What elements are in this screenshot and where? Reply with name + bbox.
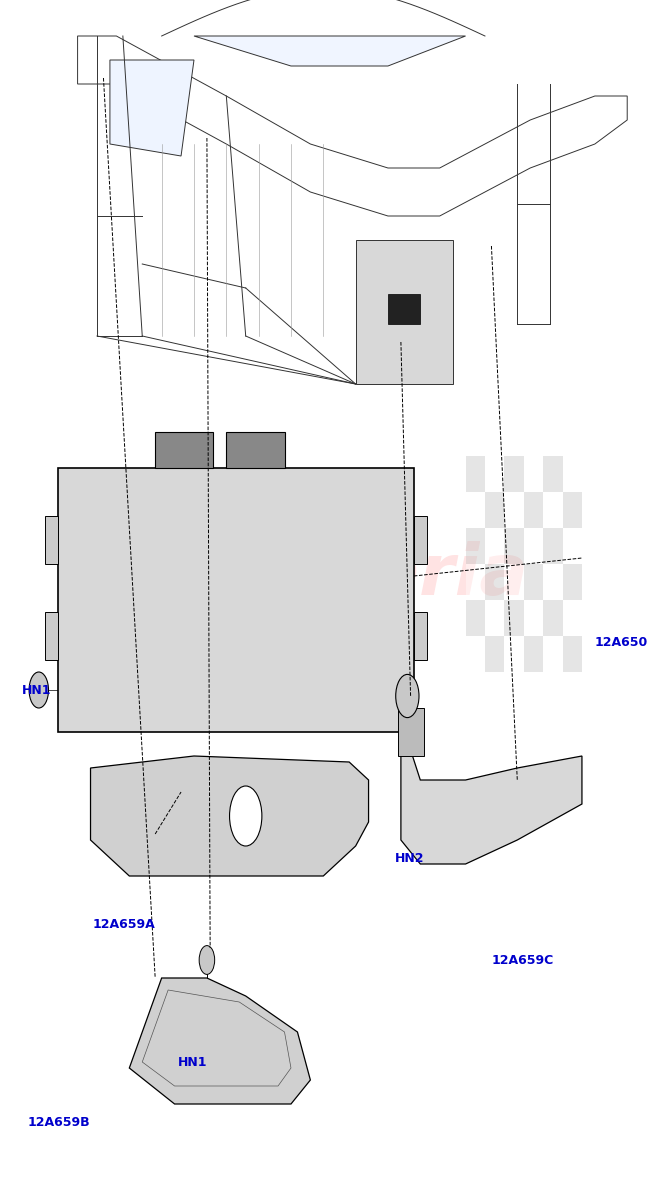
Bar [485,636,504,672]
Bar [465,636,485,672]
Bar [524,564,543,600]
Polygon shape [194,36,465,66]
Bar [504,600,524,636]
Bar [563,528,582,564]
Bar [524,492,543,528]
Bar [465,528,485,564]
Bar [504,492,524,528]
Bar [485,600,504,636]
Bar [485,564,504,600]
Bar [543,564,563,600]
Bar [543,528,563,564]
Bar [397,708,424,756]
Bar [563,600,582,636]
Text: 12A650: 12A650 [595,636,648,648]
Circle shape [29,672,49,708]
Polygon shape [129,978,310,1104]
Polygon shape [110,60,194,156]
Bar [485,456,504,492]
Bar [524,600,543,636]
Polygon shape [90,756,368,876]
Circle shape [229,786,262,846]
Bar [524,456,543,492]
Bar [543,456,563,492]
Text: 12A659C: 12A659C [492,954,554,966]
Bar [485,492,504,528]
Bar [563,492,582,528]
Text: HN1: HN1 [22,684,51,696]
Bar [524,636,543,672]
FancyBboxPatch shape [58,468,414,732]
Bar [485,528,504,564]
Bar [414,516,427,564]
Circle shape [395,674,419,718]
Bar [504,636,524,672]
Polygon shape [401,720,582,864]
Text: HN2: HN2 [395,852,424,864]
Bar [504,564,524,600]
Polygon shape [356,240,453,384]
Bar [465,456,485,492]
Bar [414,612,427,660]
Bar [465,600,485,636]
Text: scuderia: scuderia [181,541,528,611]
Bar [45,612,58,660]
Bar [563,564,582,600]
Bar [524,528,543,564]
Bar [543,492,563,528]
Bar [563,636,582,672]
Bar [45,516,58,564]
Bar [226,432,285,468]
Bar [563,456,582,492]
Bar [155,432,214,468]
Bar [388,294,420,324]
Bar [504,528,524,564]
Text: HN1: HN1 [177,1056,207,1068]
Bar [465,492,485,528]
Bar [543,600,563,636]
Bar [504,456,524,492]
Text: 12A659A: 12A659A [92,918,155,930]
Bar [465,564,485,600]
Bar [543,636,563,672]
Text: 12A659B: 12A659B [28,1116,90,1128]
Circle shape [199,946,215,974]
